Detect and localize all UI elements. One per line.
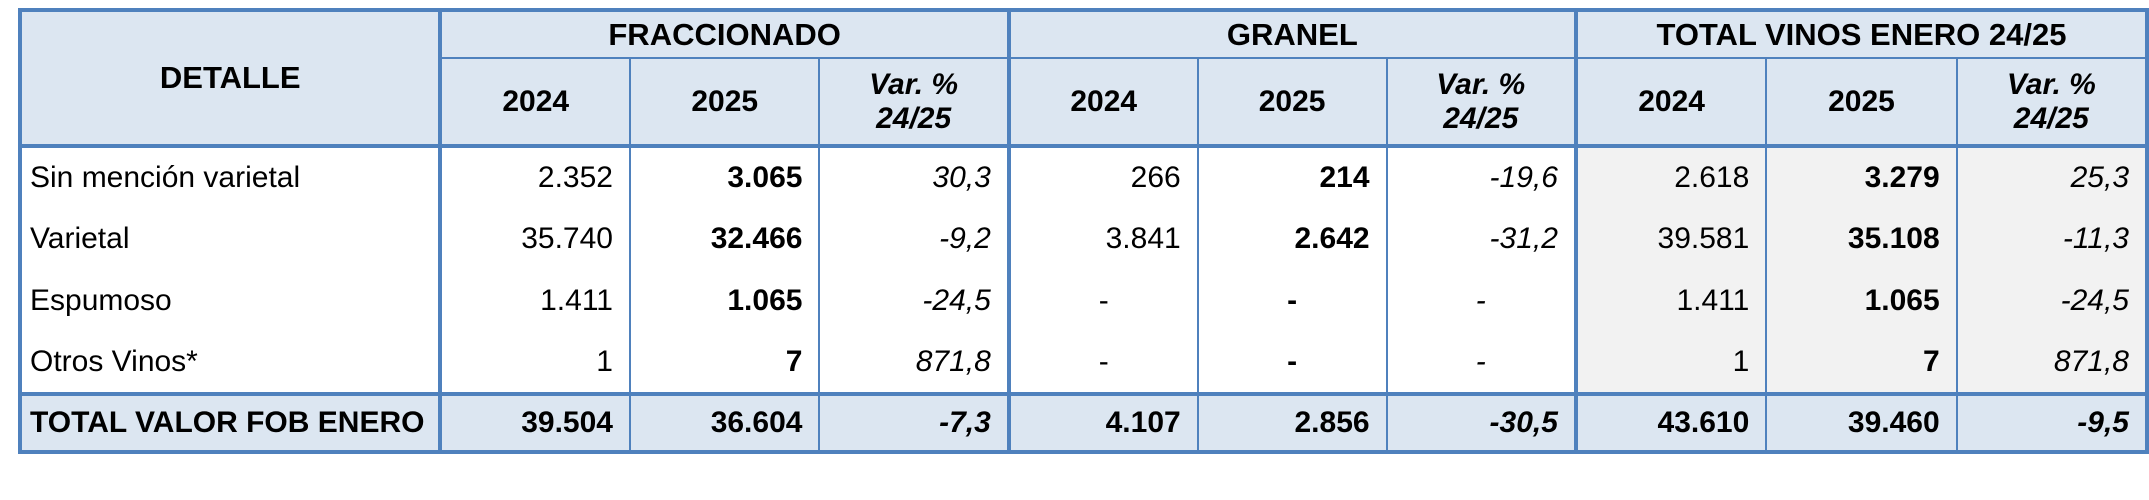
total-cell: 36.604 <box>628 392 820 452</box>
data-cell: 1.411 <box>1573 270 1767 332</box>
data-cell: 7 <box>628 332 820 394</box>
data-cell: 1.065 <box>628 270 820 332</box>
var-header-line1: Var. % <box>869 67 959 101</box>
data-cell: -24,5 <box>1955 270 2147 332</box>
data-cell: 3.841 <box>1006 208 1198 270</box>
data-cell: 32.466 <box>628 208 820 270</box>
wine-export-table-container: DETALLE FRACCIONADO GRANEL TOTAL VINOS E… <box>18 8 2149 454</box>
var-header-line1: Var. % <box>2006 67 2096 101</box>
data-cell: -24,5 <box>818 270 1009 332</box>
total-cell: 2.856 <box>1196 392 1387 452</box>
data-cell: 39.581 <box>1573 208 1767 270</box>
table-row-sin-mencion-varietal: Sin mención varietal 2.352 3.065 30,3 26… <box>20 146 2147 208</box>
data-cell: 266 <box>1006 146 1198 208</box>
var-header-line2: 24/25 <box>1443 101 1519 135</box>
row-label: Espumoso <box>20 270 441 332</box>
data-cell: -19,6 <box>1385 146 1576 208</box>
var-header-line1: Var. % <box>1436 67 1526 101</box>
table-row-total-valor-fob: TOTAL VALOR FOB ENERO 39.504 36.604 -7,3… <box>20 392 2147 452</box>
data-cell: 1.411 <box>438 270 630 332</box>
total-row-label: TOTAL VALOR FOB ENERO <box>20 392 441 452</box>
data-cell: 1 <box>438 332 630 394</box>
data-cell: 2.618 <box>1573 146 1767 208</box>
year-header-2024: 2024 <box>438 58 630 148</box>
data-cell: -11,3 <box>1955 208 2147 270</box>
data-cell: 871,8 <box>818 332 1009 394</box>
column-group-granel: GRANEL <box>1006 10 1576 59</box>
data-cell: - <box>1385 332 1576 394</box>
data-cell: 1.065 <box>1765 270 1957 332</box>
column-group-fraccionado: FRACCIONADO <box>438 10 1009 59</box>
year-header-2024: 2024 <box>1006 58 1198 148</box>
total-cell: 4.107 <box>1006 392 1198 452</box>
var-header: Var. % 24/25 <box>818 58 1009 148</box>
total-cell: -30,5 <box>1385 392 1576 452</box>
data-cell: 3.065 <box>628 146 820 208</box>
data-cell: -31,2 <box>1385 208 1576 270</box>
row-label: Sin mención varietal <box>20 146 441 208</box>
total-cell: -7,3 <box>818 392 1009 452</box>
data-cell: - <box>1006 270 1198 332</box>
column-group-total-vinos: TOTAL VINOS ENERO 24/25 <box>1573 10 2147 59</box>
var-header-line2: 24/25 <box>876 101 952 135</box>
row-label: Varietal <box>20 208 441 270</box>
row-label: Otros Vinos* <box>20 332 441 394</box>
var-header: Var. % 24/25 <box>1955 58 2147 148</box>
total-cell: -9,5 <box>1955 392 2147 452</box>
data-cell: 2.642 <box>1196 208 1387 270</box>
data-cell: 1 <box>1573 332 1767 394</box>
data-cell: 214 <box>1196 146 1387 208</box>
year-header-2025: 2025 <box>1196 58 1387 148</box>
data-cell: - <box>1006 332 1198 394</box>
var-header: Var. % 24/25 <box>1385 58 1576 148</box>
data-cell: 2.352 <box>438 146 630 208</box>
total-cell: 39.460 <box>1765 392 1957 452</box>
year-header-2025: 2025 <box>628 58 820 148</box>
data-cell: - <box>1196 270 1387 332</box>
data-cell: - <box>1196 332 1387 394</box>
var-header-line2: 24/25 <box>2013 101 2089 135</box>
data-cell: 7 <box>1765 332 1957 394</box>
total-cell: 39.504 <box>438 392 630 452</box>
year-header-2024: 2024 <box>1573 58 1767 148</box>
table-row-varietal: Varietal 35.740 32.466 -9,2 3.841 2.642 … <box>20 208 2147 270</box>
data-cell: 35.108 <box>1765 208 1957 270</box>
table-row-espumoso: Espumoso 1.411 1.065 -24,5 - - - 1.411 1… <box>20 270 2147 332</box>
year-header-2025: 2025 <box>1765 58 1957 148</box>
data-cell: 3.279 <box>1765 146 1957 208</box>
data-cell: 35.740 <box>438 208 630 270</box>
total-cell: 43.610 <box>1573 392 1767 452</box>
data-cell: -9,2 <box>818 208 1009 270</box>
data-cell: 871,8 <box>1955 332 2147 394</box>
data-cell: 25,3 <box>1955 146 2147 208</box>
group-header-row: DETALLE FRACCIONADO GRANEL TOTAL VINOS E… <box>20 10 2147 148</box>
wine-export-table: DETALLE FRACCIONADO GRANEL TOTAL VINOS E… <box>18 8 2149 454</box>
data-cell: 30,3 <box>818 146 1009 208</box>
year-header-row: 2024 2025 Var. % 24/25 2024 2025 Var. % … <box>20 58 2147 148</box>
data-cell: - <box>1385 270 1576 332</box>
column-header-detalle: DETALLE <box>20 10 443 148</box>
table-row-otros-vinos: Otros Vinos* 1 7 871,8 - - - 1 7 871,8 <box>20 332 2147 394</box>
